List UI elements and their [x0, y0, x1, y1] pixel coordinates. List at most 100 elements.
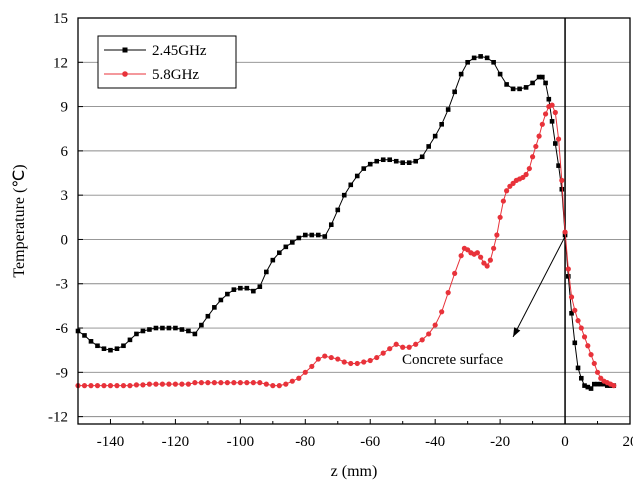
data-point — [523, 85, 529, 90]
data-point — [406, 344, 412, 350]
data-point — [500, 198, 506, 204]
data-point — [549, 102, 555, 108]
annotation-arrow — [512, 236, 566, 338]
data-point — [120, 383, 127, 389]
data-point — [594, 369, 601, 375]
data-point — [578, 375, 584, 381]
data-point — [114, 383, 120, 389]
data-point — [231, 287, 237, 292]
data-point — [491, 245, 497, 251]
data-point — [559, 177, 565, 183]
legend-marker — [122, 47, 128, 53]
data-point — [419, 337, 425, 343]
data-point — [225, 291, 230, 297]
data-point — [134, 331, 139, 337]
x-tick-label: 0 — [561, 434, 569, 450]
data-point — [517, 86, 522, 92]
data-point — [575, 318, 581, 324]
data-point — [611, 383, 617, 389]
data-point — [458, 253, 464, 259]
data-point — [322, 234, 328, 239]
data-point — [387, 157, 393, 163]
data-point — [179, 327, 185, 332]
data-point — [523, 171, 529, 178]
data-point — [322, 353, 328, 359]
data-point — [257, 380, 263, 386]
data-point — [251, 288, 256, 294]
data-point — [348, 182, 354, 188]
y-tick-label: -3 — [56, 277, 69, 293]
data-point — [335, 356, 341, 362]
annotation-label: Concrete surface — [402, 352, 504, 368]
data-point — [140, 382, 146, 388]
tick-labels: -140 -120 -100 -80 -60 -40 -20 0 20 -12 -9 -6 -3 0 3 6 9… — [48, 11, 633, 450]
data-point — [361, 166, 367, 171]
data-point — [283, 244, 289, 250]
data-point — [82, 333, 87, 338]
data-point — [510, 86, 516, 92]
data-point — [452, 89, 457, 95]
data-point — [121, 343, 126, 349]
data-point — [147, 327, 152, 332]
data-point — [452, 270, 458, 277]
data-point — [133, 382, 140, 388]
y-tick-label: 6 — [61, 144, 69, 160]
y-tick-label: -6 — [56, 321, 69, 337]
data-point — [387, 346, 393, 352]
data-point — [530, 80, 535, 86]
data-point — [341, 359, 347, 365]
data-point — [211, 380, 217, 386]
data-point — [88, 339, 94, 344]
data-point — [186, 328, 191, 334]
data-point — [585, 384, 591, 390]
data-point — [199, 322, 204, 328]
data-point — [598, 381, 604, 387]
data-point — [432, 133, 438, 139]
axis-ticks — [77, 17, 631, 424]
data-point — [533, 143, 539, 150]
data-point — [81, 383, 88, 389]
data-point — [166, 325, 172, 331]
data-point — [244, 380, 250, 386]
data-point — [212, 305, 217, 310]
data-point — [439, 121, 444, 127]
data-point — [552, 109, 558, 116]
data-point — [380, 350, 386, 356]
data-point — [348, 360, 354, 367]
y-tick-label: -9 — [56, 365, 69, 381]
series-2 — [75, 102, 617, 389]
data-point — [565, 266, 571, 272]
data-point — [173, 325, 178, 331]
data-point — [296, 235, 302, 241]
data-point — [497, 71, 503, 77]
data-point — [127, 337, 133, 343]
data-point — [264, 269, 269, 275]
data-point — [335, 207, 341, 213]
data-point — [374, 354, 380, 361]
data-point — [555, 136, 562, 142]
data-point — [591, 360, 597, 367]
data-point — [474, 250, 480, 256]
data-point — [540, 74, 545, 80]
data-point — [237, 380, 243, 386]
data-point — [290, 240, 295, 245]
data-point — [205, 313, 211, 319]
data-point — [231, 380, 237, 386]
legend: 2.45GHz 5.8GHz — [97, 35, 237, 89]
data-point — [553, 141, 558, 146]
data-point — [568, 294, 575, 300]
data-point — [328, 222, 334, 227]
data-point — [539, 121, 545, 127]
data-point — [276, 383, 282, 389]
data-point — [185, 381, 191, 387]
data-point — [205, 380, 211, 386]
data-point — [504, 82, 509, 87]
plot-frame — [77, 17, 631, 425]
data-point — [367, 357, 373, 364]
data-point — [296, 375, 302, 381]
data-point — [426, 144, 431, 149]
data-point — [192, 331, 198, 337]
data-point — [585, 343, 591, 349]
data-point — [166, 381, 172, 387]
data-point — [406, 160, 412, 165]
